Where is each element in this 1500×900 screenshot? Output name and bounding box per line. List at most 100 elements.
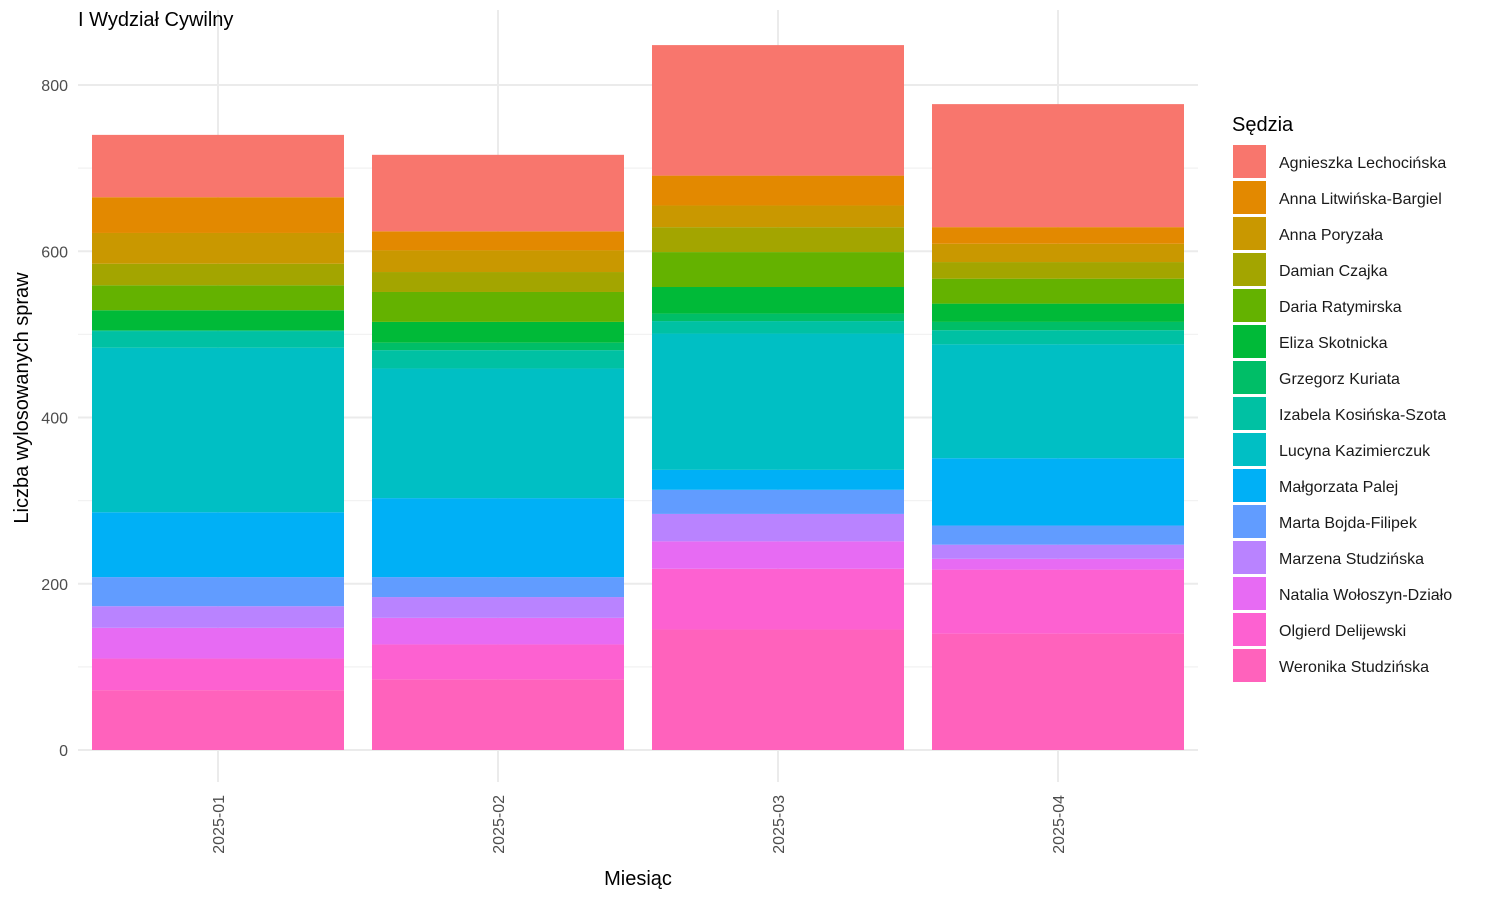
- legend-label: Anna Litwińska-Bargiel: [1279, 191, 1442, 208]
- bar-segment: [932, 243, 1184, 263]
- y-tick-label: 800: [41, 78, 68, 95]
- bar-segment: [652, 568, 904, 630]
- bar-segment: [932, 569, 1184, 634]
- bar-segment: [92, 232, 344, 264]
- axes: 0 200 400 600 800 2025-01 2025-02 2025-03 2025-0…: [41, 78, 1068, 854]
- bar-segment: [92, 310, 344, 331]
- bar-segment: [92, 690, 344, 750]
- bar-segment: [932, 262, 1184, 279]
- bars: [92, 45, 1184, 750]
- legend-title: Sędzia: [1232, 114, 1294, 136]
- y-tick-label: 200: [41, 577, 68, 594]
- x-tick-label: 2025-04: [1051, 795, 1068, 854]
- bar-segment: [92, 285, 344, 311]
- bar-segment: [932, 227, 1184, 244]
- bar-segment: [372, 250, 624, 273]
- bar-segment: [92, 658, 344, 691]
- legend-swatch: [1233, 613, 1266, 646]
- bar-segment: [372, 617, 624, 645]
- legend-label: Grzegorz Kuriata: [1279, 371, 1400, 388]
- bar-segment: [652, 321, 904, 334]
- bar-segment: [652, 469, 904, 490]
- legend-swatch: [1233, 325, 1266, 358]
- bar-segment: [372, 342, 624, 351]
- legend-label: Marzena Studzińska: [1279, 551, 1424, 568]
- bar-segment: [652, 541, 904, 569]
- legend-swatch: [1233, 181, 1266, 214]
- bar-segment: [92, 512, 344, 578]
- legend-label: Agnieszka Lechocińska: [1279, 155, 1446, 172]
- y-axis-title: Liczba wylosowanych spraw: [11, 272, 33, 524]
- legend-label: Lucyna Kazimierczuk: [1279, 443, 1431, 460]
- bar-segment: [932, 303, 1184, 322]
- bar-segment: [652, 286, 904, 314]
- x-axis-title: Miesiąc: [604, 868, 672, 890]
- legend-swatch: [1233, 577, 1266, 610]
- legend-swatch: [1233, 253, 1266, 286]
- bar-segment: [92, 331, 344, 348]
- y-tick-label: 400: [41, 411, 68, 428]
- legend-label: Natalia Wołoszyn-Działo: [1279, 587, 1452, 604]
- bar-segment: [372, 644, 624, 680]
- legend-swatch: [1233, 361, 1266, 394]
- bar-segment: [932, 321, 1184, 331]
- bar-segment: [372, 498, 624, 578]
- bar-segment: [932, 278, 1184, 304]
- x-tick-label: 2025-03: [771, 795, 788, 854]
- legend-label: Weronika Studzińska: [1279, 659, 1429, 676]
- bar-segment: [92, 330, 344, 332]
- bar-segment: [932, 104, 1184, 228]
- bar-segment: [372, 231, 624, 251]
- legend-swatch: [1233, 469, 1266, 502]
- bar-segment: [932, 330, 1184, 345]
- legend-swatch: [1233, 505, 1266, 538]
- bar-segment: [92, 197, 344, 233]
- bar-segment: [652, 205, 904, 228]
- bar-segment: [372, 577, 624, 598]
- legend-swatch: [1233, 397, 1266, 430]
- bar-segment: [932, 525, 1184, 545]
- bar-segment: [932, 344, 1184, 459]
- bar-segment: [932, 633, 1184, 750]
- chart-title: I Wydział Cywilny: [78, 9, 233, 31]
- legend-swatch: [1233, 289, 1266, 322]
- x-tick-label: 2025-01: [211, 795, 228, 854]
- bar-segment: [372, 350, 624, 369]
- legend: Sędzia Agnieszka Lechocińska Anna Litwińs…: [1232, 114, 1452, 682]
- legend-label: Olgierd Delijewski: [1279, 623, 1406, 640]
- bar-segment: [372, 321, 624, 343]
- y-tick-label: 600: [41, 244, 68, 261]
- bar-segment: [372, 291, 624, 322]
- bar-segment: [932, 544, 1184, 559]
- bar-segment: [652, 227, 904, 253]
- bar-segment: [652, 313, 904, 322]
- bar-segment: [372, 597, 624, 618]
- legend-swatch: [1233, 433, 1266, 466]
- legend-swatch: [1233, 649, 1266, 682]
- bar-segment: [92, 577, 344, 607]
- bar-segment: [372, 272, 624, 292]
- bar-segment: [92, 627, 344, 659]
- bar-segment: [932, 458, 1184, 526]
- y-tick-label: 0: [59, 743, 68, 760]
- bar-segment: [372, 154, 624, 232]
- legend-label: Damian Czajka: [1279, 263, 1388, 280]
- bar-segment: [652, 175, 904, 206]
- bar-segment: [652, 333, 904, 470]
- bar-segment: [92, 134, 344, 198]
- bar-segment: [652, 489, 904, 514]
- legend-swatch: [1233, 541, 1266, 574]
- bar-segment: [652, 45, 904, 176]
- bar-segment: [372, 679, 624, 750]
- legend-label: Eliza Skotnicka: [1279, 335, 1388, 352]
- bar-segment: [92, 606, 344, 628]
- legend-label: Małgorzata Palej: [1279, 479, 1398, 496]
- bar-segment: [652, 252, 904, 287]
- legend-label: Marta Bojda-Filipek: [1279, 515, 1418, 532]
- bar-segment: [372, 368, 624, 499]
- x-tick-label: 2025-02: [491, 795, 508, 854]
- bar-segment: [932, 558, 1184, 570]
- legend-label: Izabela Kosińska-Szota: [1279, 407, 1446, 424]
- legend-swatch: [1233, 217, 1266, 250]
